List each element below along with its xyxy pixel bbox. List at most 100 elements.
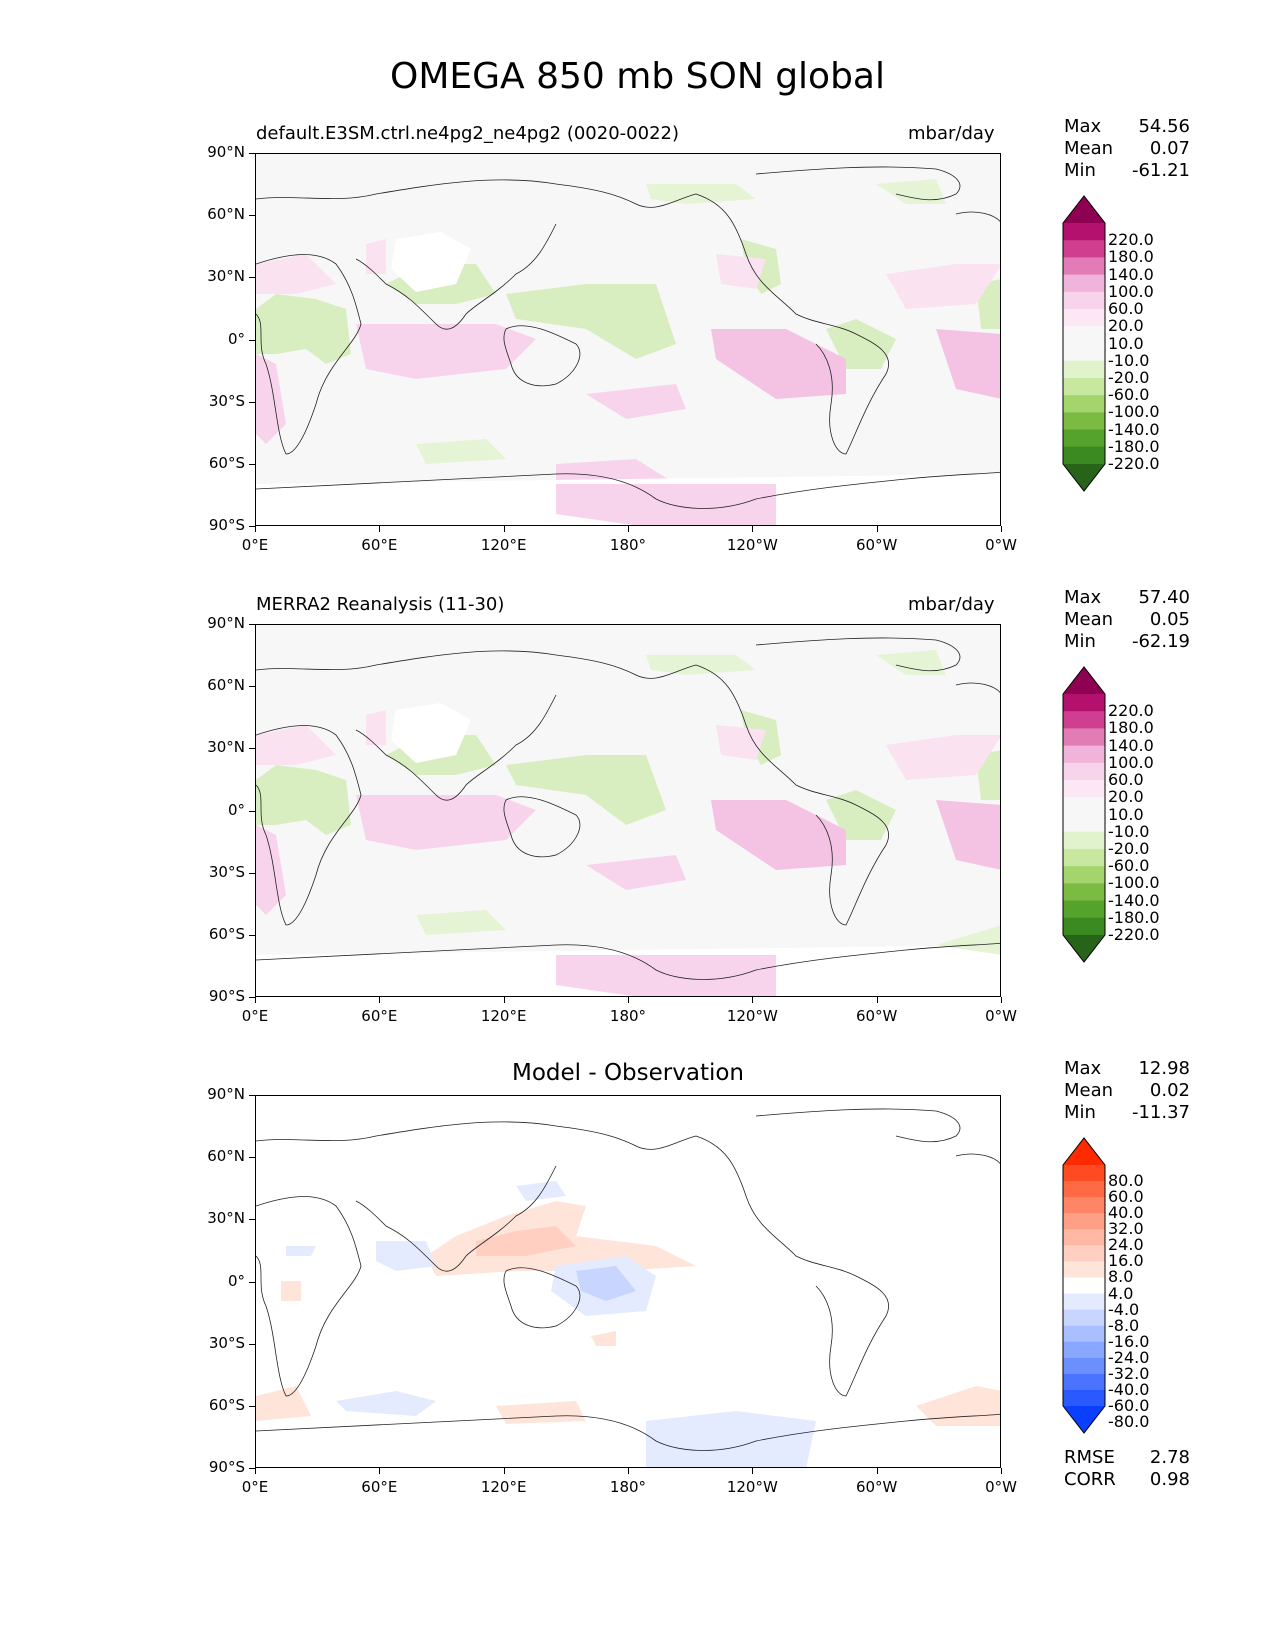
- colorbar-tick-label: 100.0: [1108, 281, 1154, 301]
- lat-tick: [249, 1281, 255, 1283]
- colorbar-segment: [1063, 1293, 1105, 1311]
- lon-tick-label: 120°E: [480, 536, 527, 554]
- lat-tick-label: 60°N: [207, 676, 245, 695]
- lon-tick: [628, 997, 629, 1003]
- colorbar-tick-label: 220.0: [1108, 230, 1154, 250]
- lat-tick-label: 60°S: [208, 1395, 245, 1414]
- map-plot: [255, 153, 1001, 526]
- colorbar-extend-bottom: [1063, 935, 1105, 962]
- lat-tick: [249, 934, 255, 936]
- colorbar-segment: [1063, 1261, 1105, 1278]
- colorbar-tick-label: 100.0: [1108, 752, 1154, 772]
- colorbar: [1062, 1137, 1106, 1434]
- colorbar-tick-label: -180.0: [1108, 436, 1160, 456]
- colorbar-segment: [1063, 1309, 1105, 1327]
- lon-tick: [752, 997, 754, 1003]
- colorbar-segment: [1063, 1341, 1105, 1359]
- colorbar-segment: [1063, 343, 1105, 362]
- lon-tick: [1001, 997, 1002, 1003]
- colorbar-segment: [1063, 1245, 1105, 1262]
- lat-tick-label: 90°S: [208, 516, 245, 534]
- lat-tick: [249, 277, 255, 279]
- colorbar-tick-label: 10.0: [1108, 333, 1144, 353]
- stat-corr-value: 0.98: [1149, 1469, 1190, 1490]
- lat-tick: [249, 153, 255, 154]
- lon-tick: [503, 997, 505, 1003]
- stat-max-label: Max: [1064, 116, 1102, 137]
- lat-tick: [249, 215, 255, 217]
- lon-tick-label: 120°W: [726, 1007, 778, 1025]
- lon-tick: [628, 526, 629, 532]
- lat-tick-label: 30°S: [208, 391, 245, 410]
- map-plot: [255, 1095, 1001, 1468]
- colorbar-extend-top: [1063, 667, 1105, 694]
- colorbar-tick-label: -8.0: [1108, 1315, 1140, 1335]
- lat-tick: [249, 810, 255, 812]
- lon-tick: [752, 526, 754, 532]
- colorbar-tick-label: -60.0: [1108, 1396, 1150, 1415]
- lon-tick-label: 0°E: [241, 536, 269, 554]
- colorbar-segment: [1063, 1165, 1105, 1182]
- colorbar-tick-label: 180.0: [1108, 247, 1154, 267]
- lon-tick: [1001, 526, 1002, 532]
- colorbar-segment: [1063, 866, 1105, 884]
- lat-tick-label: 30°S: [208, 862, 245, 881]
- lon-tick-label: 180°: [609, 1478, 647, 1496]
- panel-units: mbar/day: [908, 123, 995, 144]
- colorbar-tick-label: 140.0: [1108, 264, 1154, 284]
- colorbar-outline: [1062, 1137, 1106, 1434]
- colorbar-segment: [1063, 814, 1105, 833]
- colorbar-tick-label: -60.0: [1108, 856, 1150, 876]
- colorbar-tick-label: 8.0: [1108, 1267, 1134, 1287]
- stat-rmse-value: 2.78: [1149, 1447, 1190, 1468]
- lat-tick-label: 30°N: [207, 267, 245, 286]
- contour-field: [256, 625, 1000, 996]
- colorbar-tick-label: -140.0: [1108, 419, 1160, 439]
- lon-tick-label: 120°W: [726, 536, 778, 554]
- colorbar-tick-label: 24.0: [1108, 1235, 1144, 1255]
- lon-tick-label: 60°W: [855, 536, 898, 554]
- colorbar-segment: [1063, 240, 1105, 258]
- lon-tick-label: 0°E: [241, 1007, 269, 1025]
- lat-tick: [249, 686, 255, 688]
- stat-mean-label: Mean: [1064, 138, 1114, 159]
- lon-tick-label: 120°E: [480, 1478, 527, 1496]
- colorbar-tick-label: 16.0: [1108, 1251, 1144, 1271]
- stat-mean-value: 0.07: [1149, 138, 1190, 159]
- lat-tick-label: 30°N: [207, 1209, 245, 1228]
- lat-tick: [249, 1219, 255, 1221]
- stat-min-value: -11.37: [1131, 1102, 1190, 1123]
- lat-tick: [249, 401, 255, 403]
- colorbar-segment: [1063, 309, 1105, 327]
- colorbar-tick-label: -24.0: [1108, 1347, 1150, 1367]
- colorbar-segment: [1063, 762, 1105, 781]
- contour-field: [256, 154, 1000, 525]
- colorbar-segment: [1063, 900, 1105, 919]
- colorbar-tick-label: -10.0: [1108, 821, 1150, 841]
- stat-min-label: Min: [1064, 1102, 1096, 1123]
- colorbar: [1062, 666, 1106, 963]
- stat-max-value: 54.56: [1138, 116, 1190, 137]
- stat-mean-label: Mean: [1064, 1080, 1114, 1101]
- lon-tick: [379, 1468, 381, 1474]
- lat-tick-label: 60°N: [207, 1147, 245, 1166]
- stat-min-value: -61.21: [1131, 160, 1190, 181]
- stat-max-label: Max: [1064, 1058, 1102, 1079]
- lat-tick-label: 0°: [227, 800, 245, 819]
- lat-tick: [249, 1095, 255, 1096]
- lat-tick: [249, 624, 255, 625]
- lon-tick-label: 60°W: [855, 1478, 898, 1496]
- lon-tick-label: 60°E: [361, 1007, 398, 1025]
- colorbar-tick-label: -20.0: [1108, 367, 1150, 387]
- colorbar-tick-label: 220.0: [1108, 701, 1154, 721]
- colorbar-segment: [1063, 446, 1105, 465]
- colorbar-tick-label: -4.0: [1108, 1299, 1140, 1319]
- colorbar-segment: [1063, 1389, 1105, 1407]
- colorbar-segment: [1063, 412, 1105, 431]
- lat-tick-label: 0°: [227, 1271, 245, 1290]
- colorbar-tick-label: 60.0: [1108, 299, 1144, 319]
- colorbar-segment: [1063, 395, 1105, 413]
- lat-tick-label: 60°N: [207, 205, 245, 224]
- stat-max-value: 57.40: [1138, 587, 1190, 608]
- colorbar-segment: [1063, 694, 1105, 712]
